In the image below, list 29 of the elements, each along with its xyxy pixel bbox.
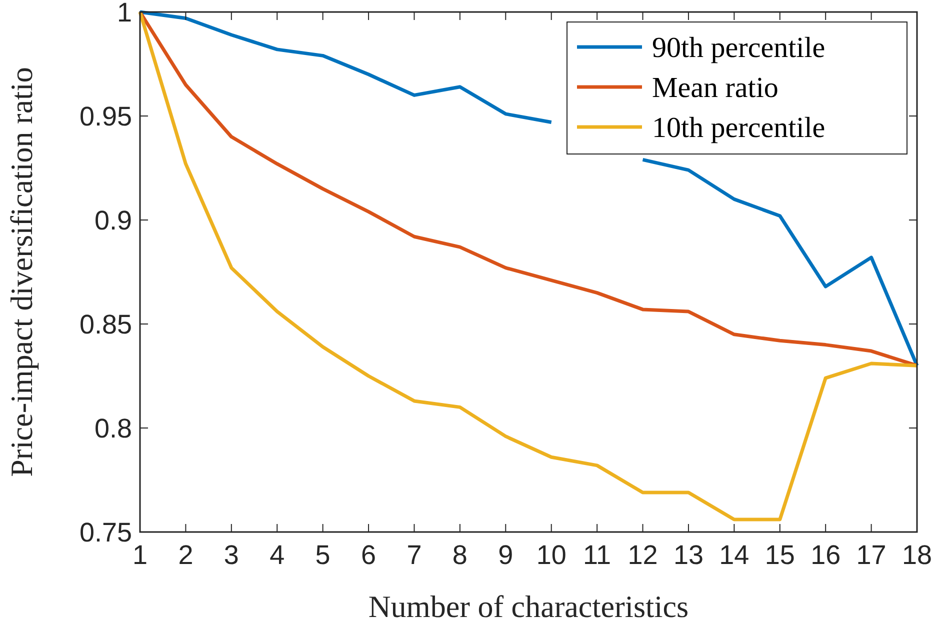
x-tick-label: 17 [856,540,886,570]
x-tick-label: 7 [406,540,422,570]
x-tick-label: 5 [315,540,330,570]
x-tick-label: 6 [361,540,376,570]
y-tick-label: 0.85 [79,309,132,340]
x-tick-label: 8 [452,540,468,570]
x-tick-label: 14 [719,540,750,570]
y-tick-label: 0.8 [94,413,132,444]
x-tick-label: 4 [270,540,285,570]
x-axis-title: Number of characteristics [368,589,689,624]
y-tick-label: 0.9 [94,205,132,236]
x-tick-label: 16 [810,540,841,570]
x-tick-label: 11 [583,540,612,570]
x-tick-label: 9 [498,540,514,570]
x-tick-label: 3 [224,540,239,570]
y-tick-label: 0.75 [79,517,132,548]
legend-label: 90th percentile [652,32,826,64]
y-tick-label: 1 [116,0,132,28]
x-tick-label: 10 [536,540,566,570]
y-tick-label: 0.95 [79,101,132,132]
x-tick-label: 13 [673,540,704,570]
x-tick-label: 15 [764,540,795,570]
x-tick-label: 18 [902,540,932,570]
x-tick-label: 12 [628,540,658,570]
legend-label: Mean ratio [652,72,778,104]
x-tick-label: 2 [178,540,194,570]
line-series [138,10,919,522]
legend-label: 10th percentile [652,112,826,144]
y-axis-title: Price-impact diversification ratio [4,67,39,477]
